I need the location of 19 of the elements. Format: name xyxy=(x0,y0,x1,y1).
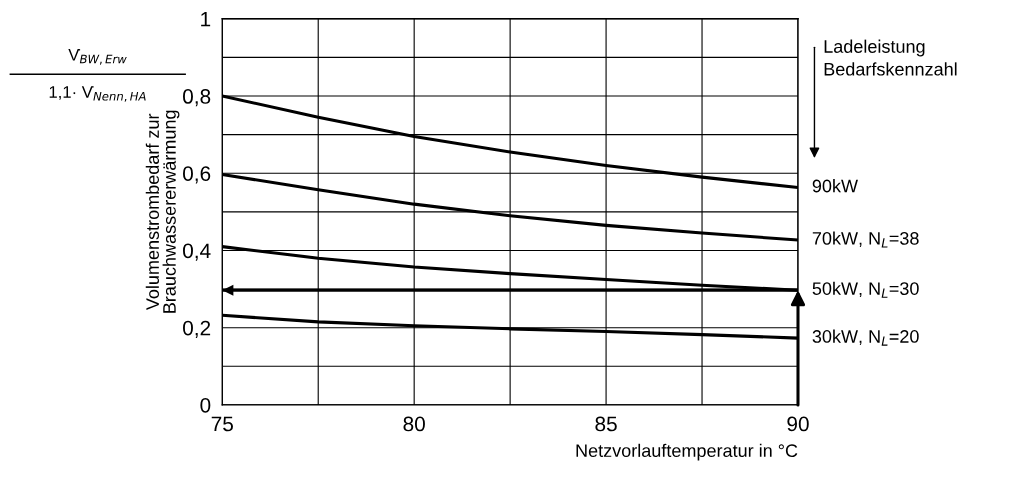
text: Ladeleistung Bedarfskennzahl xyxy=(824,39,957,76)
x-tick-label: 85 xyxy=(595,416,617,432)
y-tick-label: 0,2 xyxy=(183,320,211,338)
y-tick-label: 1 xyxy=(201,12,211,27)
text: 1,1· V̇$_{Nenn,HA}$ xyxy=(49,86,146,102)
y-tick-label: 0 xyxy=(200,397,211,413)
y-tick-label: 0,6 xyxy=(183,166,211,184)
x-tick-label: 90 xyxy=(787,416,809,432)
series-label: 30kW, N$_{L}$=20 xyxy=(812,329,919,346)
x-tick-label: 80 xyxy=(403,416,425,432)
y-tick-label: 0,8 xyxy=(183,89,211,107)
text: V̇$_{BW,Erw}$ xyxy=(68,49,127,65)
x-axis-title: Netzvorlauftemperatur in °C xyxy=(576,443,798,461)
series-label: 90kW xyxy=(812,179,858,193)
x-tick-label: 75 xyxy=(211,416,233,432)
y-tick-label: 0,4 xyxy=(183,243,211,261)
y-axis-title: Volumenstrombedarf zur Brauchwassererwärmung xyxy=(145,110,180,313)
series-label: 70kW, N$_{L}$=38 xyxy=(812,231,919,248)
legend-label: 50kW, N$_{L}$=30 xyxy=(812,281,919,298)
